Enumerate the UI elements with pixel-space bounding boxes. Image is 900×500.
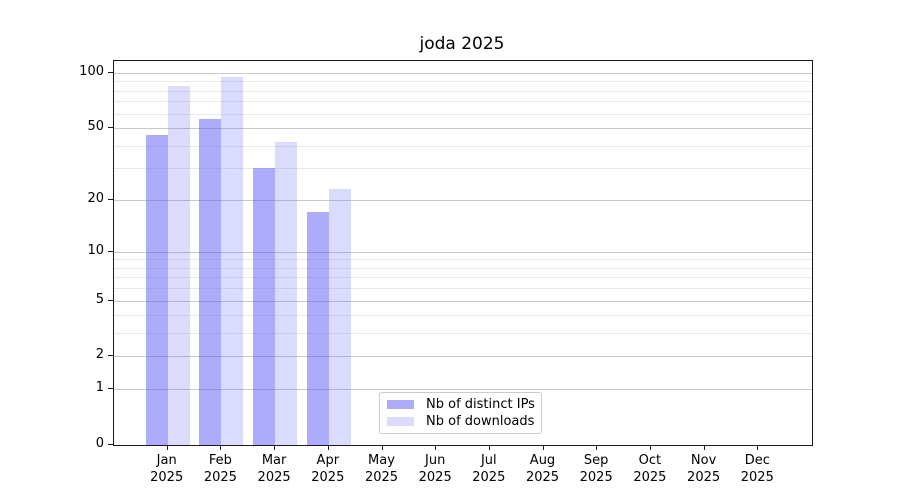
y-tick [108,250,113,252]
x-tick [703,445,705,450]
x-tick [327,445,329,450]
y-tick-label: 1 [95,380,104,396]
y-tick [108,127,113,129]
legend-swatch-downloads [387,417,414,426]
y-tick-label: 0 [95,436,104,451]
gridline-major [114,128,812,130]
x-tick [381,445,383,450]
y-tick-label: 50 [87,119,104,135]
bar-distinct-ips [306,212,329,445]
bar-distinct-ips [253,168,276,445]
gridline-minor [114,145,812,147]
x-tick-label: Sep 2025 [579,453,613,485]
x-tick [649,445,651,450]
y-tick-label: 5 [95,291,104,307]
gridline-minor [114,168,812,170]
gridline-major [114,389,812,391]
x-tick [542,445,544,450]
x-tick [757,445,759,450]
legend: Nb of distinct IPs Nb of downloads [379,392,542,434]
y-tick-label: 2 [95,347,104,363]
gridline-minor [114,333,812,335]
legend-item-downloads: Nb of downloads [387,414,534,429]
y-tick-label: 20 [87,190,104,206]
x-tick-label: Feb 2025 [203,453,237,485]
bar-downloads [221,77,244,445]
bar-downloads [275,141,298,445]
gridline-minor [114,81,812,83]
x-tick-label: Jul 2025 [472,453,506,485]
x-tick [274,445,276,450]
gridline-minor [114,113,812,115]
x-tick-label: Apr 2025 [311,453,345,485]
y-tick-label: 100 [79,64,104,79]
x-tick [435,445,437,450]
gridline-major [114,73,812,74]
y-tick [108,299,113,301]
gridline-minor [114,259,812,261]
y-tick [108,72,113,73]
bar-downloads [328,188,351,445]
x-tick-label: Jan 2025 [150,453,184,485]
chart-title: joda 2025 [419,34,505,54]
x-tick-label: Mar 2025 [257,453,291,485]
y-tick [108,198,113,200]
gridline-minor [114,315,812,317]
plot-area [113,60,813,446]
x-tick-label: Nov 2025 [687,453,721,485]
gridline-major [114,356,812,358]
x-tick-label: Jun 2025 [418,453,452,485]
y-tick-label: 10 [87,242,104,258]
legend-swatch-distinct-ips [387,400,414,409]
x-tick [220,445,222,450]
gridline-major [114,199,812,201]
legend-label-downloads: Nb of downloads [426,414,535,429]
x-tick [488,445,490,450]
x-tick-label: Oct 2025 [633,453,667,485]
y-tick [108,355,113,357]
legend-label-distinct-ips: Nb of distinct IPs [426,397,535,412]
x-tick-label: Dec 2025 [740,453,774,485]
x-tick-label: Aug 2025 [525,453,560,485]
gridline-major [114,251,812,253]
gridline-minor [114,288,812,290]
gridline-minor [114,277,812,279]
x-tick [166,445,168,450]
y-tick [108,388,113,390]
x-tick-label: May 2025 [364,453,399,485]
y-tick [108,444,113,445]
bar-distinct-ips [199,119,222,445]
x-tick [596,445,598,450]
bar-distinct-ips [145,134,168,445]
gridline-minor [114,101,812,103]
gridline-major [114,300,812,302]
gridline-minor [114,90,812,92]
bar-downloads [167,86,190,445]
legend-item-distinct-ips: Nb of distinct IPs [387,397,535,412]
gridline-minor [114,267,812,269]
